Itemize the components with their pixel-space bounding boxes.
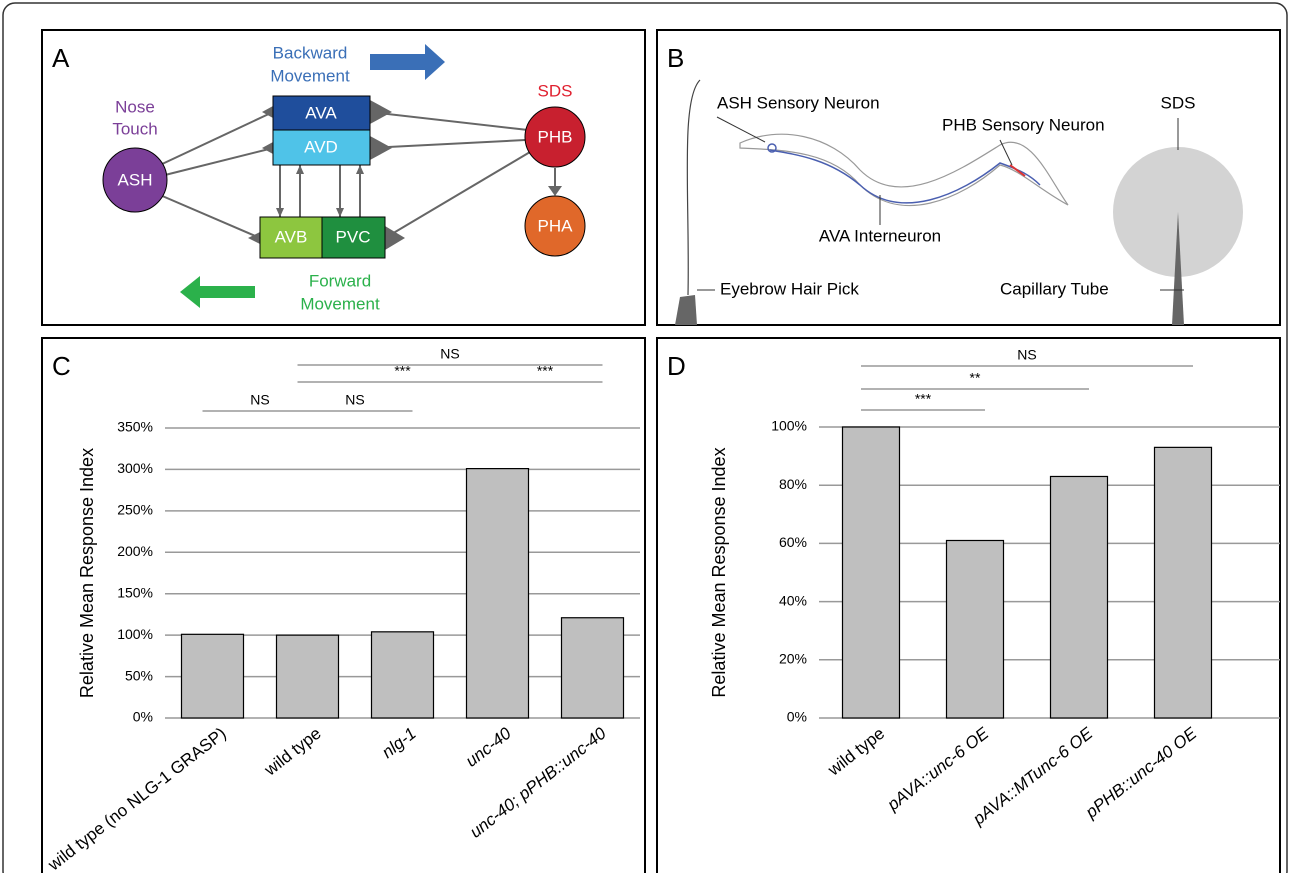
annotation: Touch	[112, 119, 157, 138]
node-label: ASH	[118, 170, 153, 189]
annotation: Nose	[115, 97, 155, 116]
y-tick-label: 100%	[771, 418, 807, 434]
node-pha	[524, 195, 586, 257]
node-avd	[272, 129, 371, 166]
x-tick-label: wild type	[824, 724, 889, 780]
panel-label: D	[667, 351, 686, 381]
y-tick-label: 0%	[133, 709, 153, 725]
y-axis-label: Relative Mean Response Index	[709, 447, 729, 697]
x-tick-label: pAVA::unc-6 OE	[883, 723, 993, 815]
panel-border	[41, 29, 646, 326]
node-pvc	[321, 216, 386, 259]
node-ava	[272, 95, 371, 131]
annotation: Eyebrow Hair Pick	[720, 279, 859, 298]
pick-handle	[675, 295, 697, 325]
significance-label: ***	[537, 363, 554, 379]
annotation: Backward	[273, 43, 348, 62]
y-tick-label: 40%	[779, 592, 807, 608]
ash-cell	[767, 143, 777, 153]
y-tick-label: 250%	[117, 502, 153, 518]
node-label: PHB	[538, 127, 573, 146]
x-tick-label: nlg-1	[378, 724, 419, 762]
significance-label: NS	[1017, 347, 1036, 363]
significance-label: ***	[915, 391, 932, 407]
ava-neuron	[769, 149, 1041, 204]
panel-label: B	[667, 43, 684, 73]
node-label: PHA	[538, 216, 574, 235]
x-tick-label: wild type	[260, 724, 325, 780]
synapses	[248, 100, 562, 250]
node-label: AVD	[304, 137, 338, 156]
annotation: Forward	[309, 271, 371, 290]
bar	[465, 468, 530, 719]
forward-arrow	[180, 276, 255, 308]
node-ash	[102, 147, 168, 213]
node-label: AVB	[275, 227, 308, 246]
y-tick-label: 50%	[125, 667, 153, 683]
annotation: Capillary Tube	[1000, 279, 1109, 298]
node-label: PVC	[336, 227, 371, 246]
panel-a: A AVA AVD AVB PVC ASH PHB PHA Nose Touch…	[41, 29, 646, 326]
x-tick-label: wild type (no NLG-1 GRASP)	[44, 724, 230, 873]
bar	[275, 634, 340, 719]
panel-border	[656, 337, 1281, 873]
significance-label: NS	[345, 392, 364, 408]
bar	[370, 631, 435, 719]
x-tick-label: unc-40	[462, 723, 515, 770]
bar	[560, 617, 625, 719]
panel-border	[41, 337, 646, 873]
backward-arrow	[370, 44, 445, 80]
bar	[1049, 475, 1109, 719]
y-tick-label: 80%	[779, 476, 807, 492]
capillary	[1172, 212, 1184, 325]
node-phb	[524, 106, 586, 168]
significance-label: **	[970, 370, 981, 386]
y-tick-label: 20%	[779, 651, 807, 667]
panel-b: B ASH Sensory Neuron PHB Sensory Neuron …	[656, 29, 1281, 326]
annotation: SDS	[538, 81, 573, 100]
significance-label: NS	[440, 346, 459, 362]
significance-label: ***	[394, 363, 411, 379]
y-tick-label: 100%	[117, 626, 153, 642]
annotation: PHB Sensory Neuron	[942, 115, 1105, 134]
node-label: AVA	[305, 103, 337, 122]
bar	[1153, 446, 1213, 719]
y-tick-label: 150%	[117, 584, 153, 600]
phb-cell	[1009, 164, 1026, 177]
panel-label: A	[52, 43, 70, 73]
y-tick-label: 200%	[117, 543, 153, 559]
annotation: ASH Sensory Neuron	[717, 93, 880, 112]
annotation: Movement	[270, 66, 350, 85]
annotation: AVA Interneuron	[819, 226, 941, 245]
y-tick-label: 350%	[117, 419, 153, 435]
annotation: SDS	[1161, 93, 1196, 112]
bar	[180, 633, 245, 719]
significance-label: NS	[250, 392, 269, 408]
y-tick-label: 300%	[117, 460, 153, 476]
panel-label: C	[52, 351, 71, 381]
y-tick-label: 60%	[779, 534, 807, 550]
x-tick-label: pPHB::unc-40 OE	[1081, 723, 1200, 822]
y-axis-label: Relative Mean Response Index	[77, 448, 97, 698]
bar	[945, 539, 1005, 719]
hair	[686, 79, 701, 296]
y-tick-label: 0%	[787, 709, 807, 725]
annotation: Movement	[300, 294, 380, 313]
bar	[841, 426, 901, 719]
panel-border	[656, 29, 1281, 326]
